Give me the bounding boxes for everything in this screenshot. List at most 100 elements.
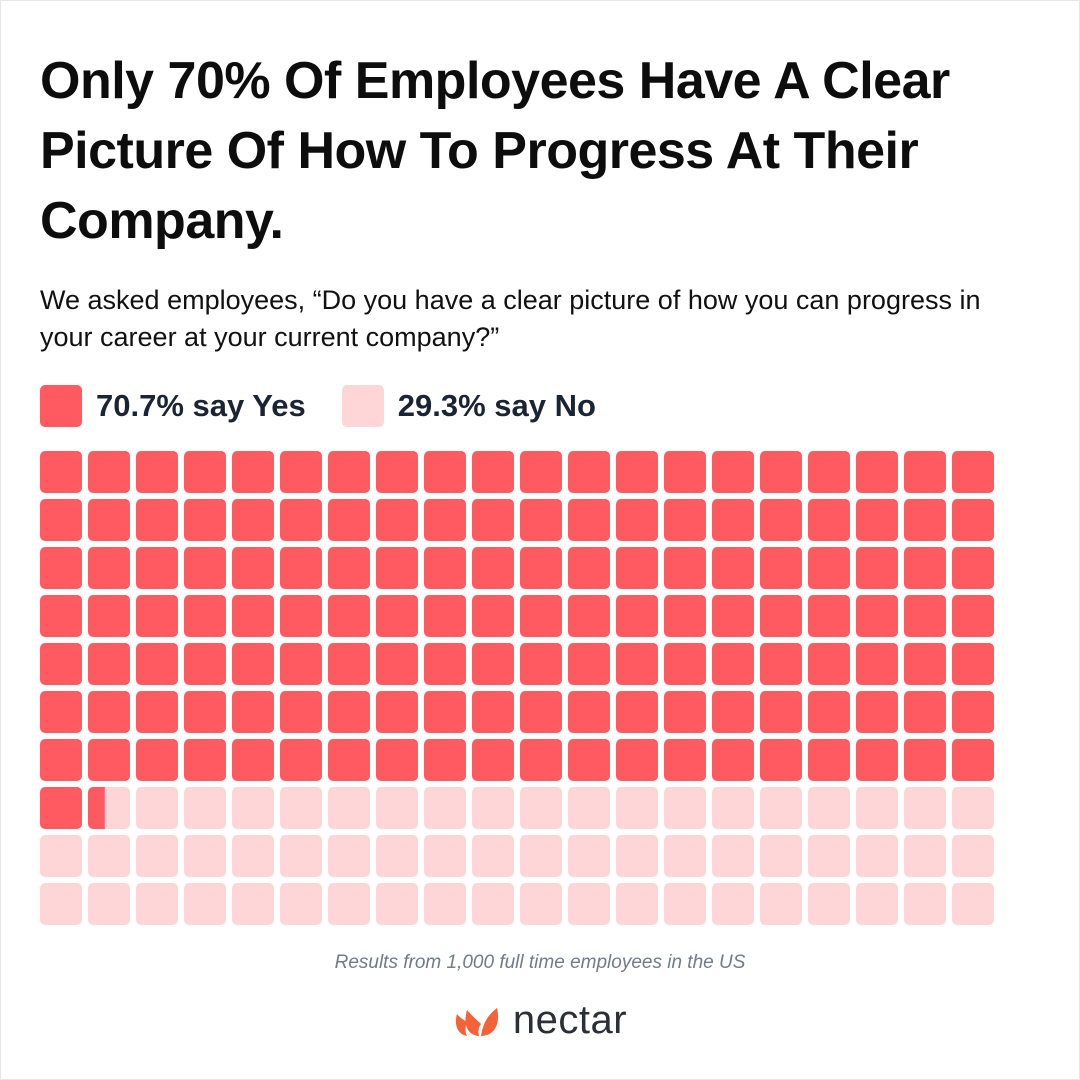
waffle-cell: [952, 643, 994, 685]
waffle-cell: [376, 547, 418, 589]
waffle-cell: [424, 739, 466, 781]
waffle-cell: [328, 739, 370, 781]
waffle-cell: [520, 739, 562, 781]
waffle-cell: [184, 547, 226, 589]
waffle-cell: [520, 643, 562, 685]
waffle-cell: [712, 835, 754, 877]
waffle-cell: [856, 499, 898, 541]
waffle-cell: [568, 547, 610, 589]
waffle-cell: [184, 499, 226, 541]
waffle-cell: [40, 643, 82, 685]
waffle-cell: [808, 835, 850, 877]
waffle-cell: [424, 643, 466, 685]
waffle-cell: [40, 691, 82, 733]
waffle-cell: [328, 883, 370, 925]
waffle-cell: [904, 643, 946, 685]
waffle-cell: [808, 691, 850, 733]
waffle-cell: [760, 883, 802, 925]
waffle-cell: [424, 499, 466, 541]
waffle-cell: [856, 739, 898, 781]
waffle-cell: [328, 787, 370, 829]
waffle-cell: [952, 595, 994, 637]
waffle-cell: [376, 643, 418, 685]
legend-swatch-no: [341, 385, 384, 427]
waffle-cell: [520, 835, 562, 877]
waffle-cell: [712, 595, 754, 637]
waffle-cell: [808, 451, 850, 493]
waffle-cell: [664, 835, 706, 877]
waffle-cell: [40, 595, 82, 637]
waffle-cell: [232, 547, 274, 589]
waffle-cell: [568, 835, 610, 877]
legend-item-no: 29.3% say No: [341, 385, 596, 427]
waffle-cell: [424, 883, 466, 925]
waffle-cell: [568, 499, 610, 541]
waffle-cell: [808, 883, 850, 925]
waffle-cell: [568, 883, 610, 925]
waffle-cell: [88, 835, 130, 877]
waffle-cell: [376, 883, 418, 925]
waffle-cell: [568, 739, 610, 781]
waffle-cell: [40, 835, 82, 877]
waffle-cell: [952, 739, 994, 781]
waffle-cell: [232, 595, 274, 637]
legend: 70.7% say Yes 29.3% say No: [40, 385, 632, 427]
waffle-cell: [184, 595, 226, 637]
waffle-cell: [88, 883, 130, 925]
waffle-cell: [712, 691, 754, 733]
waffle-cell: [712, 883, 754, 925]
waffle-cell: [136, 595, 178, 637]
brand-name: nectar: [512, 997, 628, 1042]
waffle-cell: [232, 451, 274, 493]
waffle-cell: [568, 643, 610, 685]
footnote: Results from 1,000 full time employees i…: [334, 952, 746, 973]
waffle-cell: [760, 643, 802, 685]
waffle-cell: [856, 547, 898, 589]
waffle-cell: [904, 595, 946, 637]
waffle-cell: [424, 595, 466, 637]
waffle-cell: [760, 787, 802, 829]
waffle-cell: [760, 691, 802, 733]
waffle-cell: [616, 739, 658, 781]
waffle-cell: [616, 595, 658, 637]
waffle-cell: [40, 883, 82, 925]
waffle-cell: [520, 451, 562, 493]
waffle-cell: [232, 643, 274, 685]
waffle-cell: [184, 835, 226, 877]
waffle-cell: [184, 739, 226, 781]
waffle-cell: [280, 451, 322, 493]
waffle-cell: [184, 691, 226, 733]
waffle-cell: [520, 547, 562, 589]
waffle-cell: [808, 787, 850, 829]
chart-subtitle: We asked employees, “Do you have a clear…: [40, 285, 981, 352]
waffle-cell: [472, 451, 514, 493]
waffle-cell: [136, 451, 178, 493]
waffle-cell: [280, 499, 322, 541]
waffle-cell: [328, 691, 370, 733]
waffle-cell: [472, 883, 514, 925]
waffle-cell: [568, 691, 610, 733]
waffle-cell: [664, 499, 706, 541]
waffle-cell: [664, 739, 706, 781]
waffle-cell: [472, 547, 514, 589]
waffle-cell: [280, 643, 322, 685]
waffle-cell: [424, 787, 466, 829]
waffle-cell: [184, 883, 226, 925]
waffle-cell: [280, 547, 322, 589]
waffle-cell: [520, 883, 562, 925]
waffle-cell: [808, 595, 850, 637]
waffle-cell: [664, 643, 706, 685]
waffle-cell: [856, 595, 898, 637]
waffle-cell: [568, 787, 610, 829]
waffle-cell: [376, 691, 418, 733]
waffle-cell: [616, 547, 658, 589]
waffle-cell: [328, 499, 370, 541]
waffle-cell: [952, 499, 994, 541]
waffle-cell: [184, 643, 226, 685]
waffle-cell: [760, 739, 802, 781]
waffle-cell: [136, 499, 178, 541]
waffle-cell: [88, 787, 130, 829]
waffle-cell: [664, 547, 706, 589]
waffle-cell: [328, 547, 370, 589]
waffle-cell: [904, 499, 946, 541]
